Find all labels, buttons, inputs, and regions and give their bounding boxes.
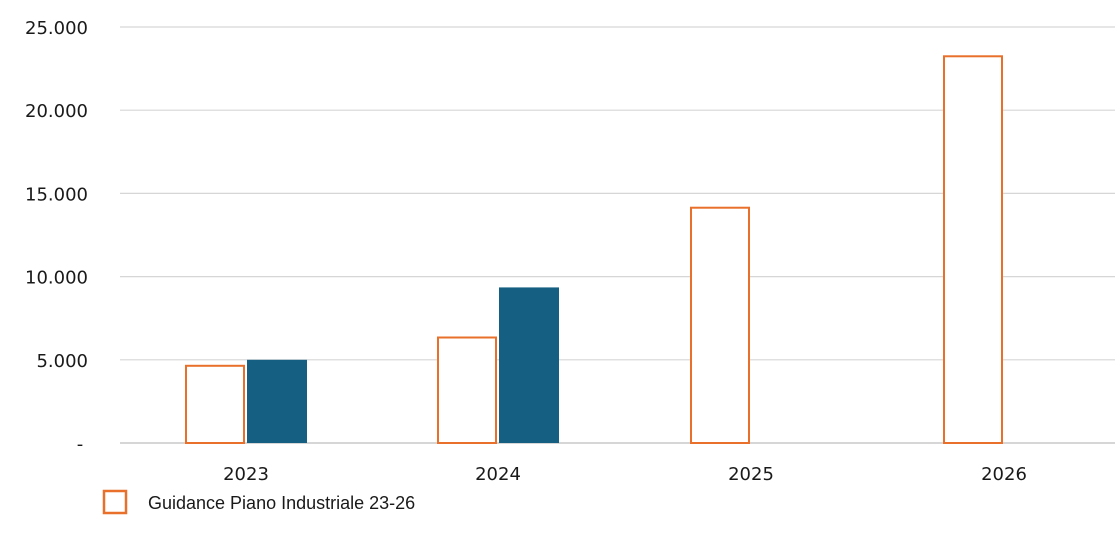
- legend: Guidance Piano Industriale 23-26: [102, 489, 415, 515]
- x-tick-label: 2023: [223, 464, 269, 485]
- bar-actual-2024: [499, 287, 559, 443]
- x-tick-label: 2026: [981, 464, 1027, 485]
- x-axis-category-labels: 2023 2024 2025 2026: [223, 464, 1027, 485]
- y-tick-label: 15.000: [25, 184, 88, 205]
- legend-label: Guidance Piano Industriale 23-26: [148, 493, 415, 513]
- y-tick-label: -: [77, 434, 84, 455]
- y-tick-label: 5.000: [36, 351, 88, 372]
- bar-guidance-2024: [437, 336, 497, 444]
- bars: [185, 55, 1003, 445]
- x-tick-label: 2025: [728, 464, 774, 485]
- y-tick-label: 25.000: [25, 18, 88, 39]
- y-tick-label: 20.000: [25, 101, 88, 122]
- y-axis-tick-labels: - 5.000 10.000 15.000 20.000 25.000: [25, 18, 88, 455]
- y-tick-label: 10.000: [25, 268, 88, 289]
- legend-swatch: [102, 489, 128, 515]
- bar-guidance-2026: [943, 55, 1003, 445]
- x-tick-label: 2024: [475, 464, 521, 485]
- bar-actual-2023: [247, 359, 307, 443]
- bar-guidance-2023: [185, 364, 245, 444]
- bar-guidance-2025: [690, 206, 750, 444]
